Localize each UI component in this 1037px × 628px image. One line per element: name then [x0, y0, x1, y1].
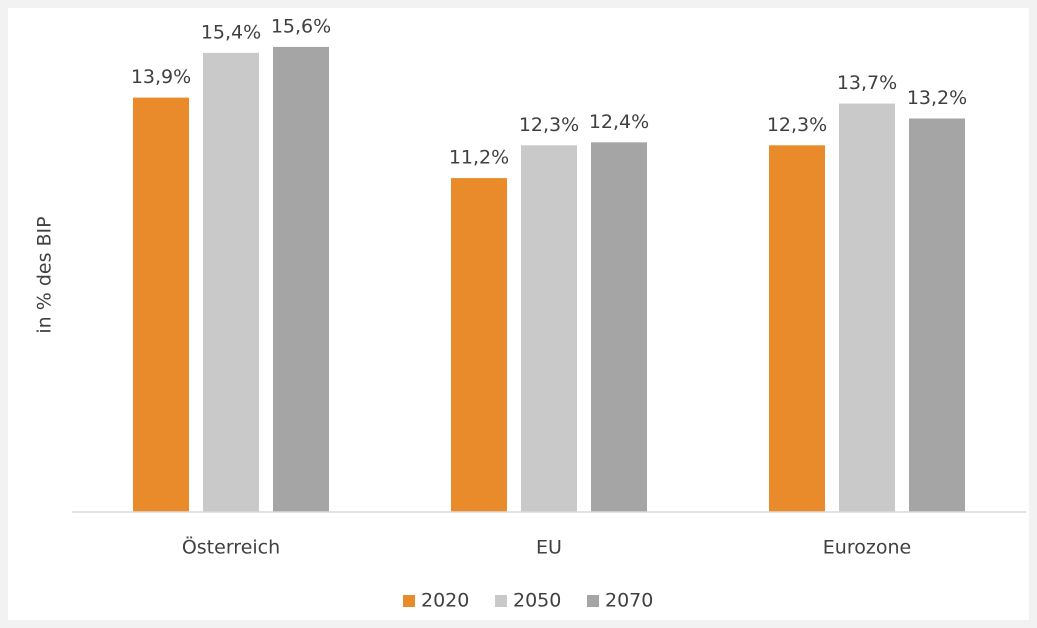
bar	[521, 145, 577, 512]
data-label: 13,2%	[907, 87, 967, 109]
data-label: 12,3%	[519, 114, 579, 136]
bar	[769, 145, 825, 512]
data-label: 13,9%	[131, 66, 191, 88]
legend-label: 2050	[513, 590, 561, 612]
legend-swatch	[587, 595, 599, 607]
bar	[839, 103, 895, 512]
y-axis-label: in % des BIP	[34, 216, 56, 333]
bar	[203, 52, 259, 512]
legend-swatch	[495, 595, 507, 607]
bar	[451, 178, 507, 512]
data-label: 12,3%	[767, 114, 827, 136]
bar	[909, 118, 965, 512]
bar	[133, 97, 189, 512]
data-label: 11,2%	[449, 147, 509, 169]
legend-label: 2020	[421, 590, 469, 612]
x-tick-label: Eurozone	[823, 537, 911, 559]
data-label: 12,4%	[589, 111, 649, 133]
data-label: 15,6%	[271, 15, 331, 37]
legend-swatch	[403, 595, 415, 607]
bar	[591, 142, 647, 512]
bar	[273, 46, 329, 513]
x-tick-label: EU	[536, 537, 562, 559]
data-label: 13,7%	[837, 72, 897, 94]
legend-label: 2070	[605, 590, 653, 612]
x-tick-label: Österreich	[182, 536, 280, 559]
data-label: 15,4%	[201, 21, 261, 43]
